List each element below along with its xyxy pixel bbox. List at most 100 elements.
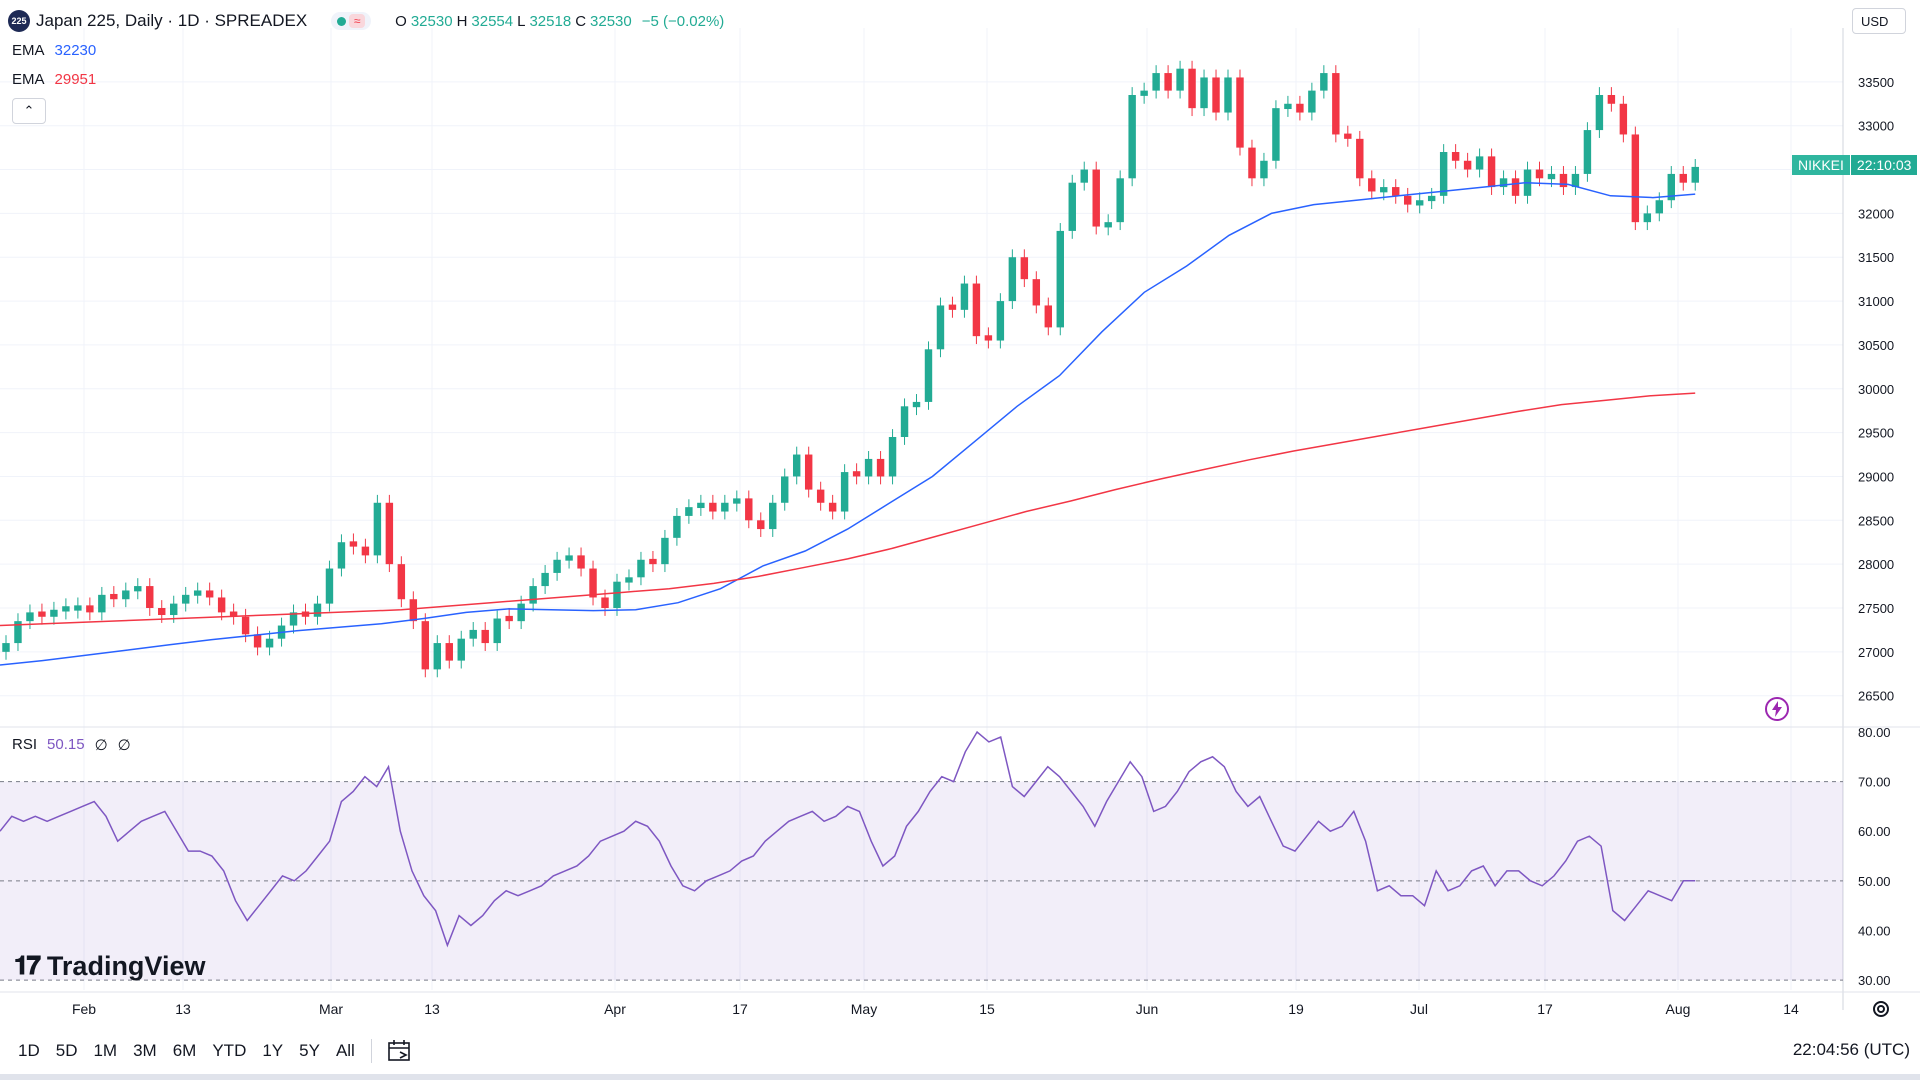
candle-body (1499, 178, 1508, 188)
candle-body (996, 301, 1005, 341)
candle-body (1475, 156, 1484, 170)
candle-body (493, 618, 501, 644)
candle-body (1248, 147, 1256, 179)
timeframe-buttons: 1D 5D 1M 3M 6M YTD 1Y 5Y All (10, 1041, 363, 1061)
price-tag-countdown: 22:10:03 (1856, 157, 1912, 173)
candle-body (1236, 77, 1244, 148)
candle-body (349, 541, 358, 547)
candle-body (577, 555, 585, 569)
candle-body (50, 609, 58, 617)
candle-body (1619, 103, 1628, 135)
candle-body (852, 471, 861, 477)
tradingview-logo[interactable]: 𝟏𝟕 TradingView (14, 950, 205, 982)
price-axis-label: 32000 (1858, 206, 1894, 221)
time-axis-label: 19 (1288, 1001, 1304, 1017)
candle-body (1427, 195, 1436, 202)
ema-fast-legend[interactable]: EMA 32230 (12, 42, 97, 59)
toolbar-divider (370, 1039, 372, 1063)
rsi-legend[interactable]: RSI 50.15 ∅ ∅ (12, 736, 131, 754)
candle-body (1535, 169, 1544, 179)
candle-body (158, 608, 166, 616)
currency-selector[interactable]: USD (1852, 8, 1906, 34)
tf-5y-button[interactable]: 5Y (299, 1041, 320, 1060)
candle-body (1631, 134, 1640, 223)
brand-name: TradingView (46, 950, 206, 981)
calendar-icon[interactable] (386, 1038, 412, 1064)
candle-body (385, 502, 394, 565)
candle-body (733, 498, 741, 504)
candle-body (26, 612, 34, 622)
tf-5d-button[interactable]: 5D (55, 1041, 78, 1060)
collapse-legend-button[interactable]: ⌃ (12, 98, 46, 124)
candle-body (86, 605, 94, 613)
bottom-toolbar: 1D 5D 1M 3M 6M YTD 1Y 5Y All (0, 1030, 1920, 1072)
candle-body (38, 611, 46, 617)
time-axis-label: Jul (1410, 1001, 1428, 1017)
time-axis-label: Aug (1666, 1001, 1691, 1017)
rsi-axis-label: 60.00 (1858, 824, 1891, 839)
candle-body (673, 515, 681, 538)
candle-body (1356, 138, 1364, 179)
candle-body (697, 502, 705, 509)
candle-body (1188, 68, 1196, 109)
candle-body (2, 643, 10, 652)
candle-body (1583, 130, 1592, 174)
settings-icon[interactable] (1870, 998, 1892, 1020)
symbol-badge[interactable]: 225 (8, 10, 30, 32)
candle-body (1691, 166, 1699, 183)
price-axis-label: 30500 (1858, 338, 1894, 353)
market-status-pill[interactable]: ≈ (331, 12, 372, 30)
lightning-icon[interactable] (1764, 696, 1790, 722)
candle-body (325, 568, 334, 604)
tf-1d-button[interactable]: 1D (18, 1041, 40, 1060)
tf-all-button[interactable]: All (335, 1041, 355, 1060)
price-axis-label: 28500 (1858, 513, 1894, 528)
candle-body (517, 603, 525, 622)
candle-body (14, 621, 22, 644)
tradingview-mark-icon: 𝟏𝟕 (14, 950, 41, 980)
candle-body (1080, 169, 1088, 183)
candle-body (589, 568, 597, 598)
tf-ytd-button[interactable]: YTD (212, 1041, 247, 1060)
tf-1m-button[interactable]: 1M (93, 1041, 118, 1060)
candle-body (205, 590, 214, 598)
candle-body (912, 401, 921, 408)
candle-body (888, 437, 897, 477)
tf-1y-button[interactable]: 1Y (262, 1041, 284, 1060)
candle-body (421, 621, 430, 670)
candle-body (1212, 77, 1220, 113)
candle-body (1607, 95, 1616, 104)
candle-body (241, 616, 250, 635)
candle-body (193, 590, 202, 596)
candle-body (924, 349, 933, 402)
utc-clock[interactable]: 22:04:56 (UTC) (1792, 1040, 1910, 1059)
low-value: 32518 (529, 12, 572, 30)
candle-body (1044, 305, 1053, 328)
candle-body (1164, 73, 1172, 91)
candle-body (769, 502, 777, 530)
candle-body (541, 572, 549, 587)
rsi-line (0, 730, 1696, 948)
candle-body (1487, 156, 1496, 188)
candle-body (876, 458, 885, 477)
tf-3m-button[interactable]: 3M (133, 1041, 157, 1060)
candle-body (62, 606, 70, 612)
candle-body (110, 593, 118, 600)
ema-slow-legend[interactable]: EMA 29951 (12, 71, 97, 88)
candle-body (601, 597, 609, 608)
candle-body (253, 634, 262, 648)
candle-body (1415, 200, 1424, 206)
candle-body (1643, 213, 1652, 223)
candle-body (146, 586, 154, 608)
price-axis-label: 28000 (1858, 557, 1894, 572)
candle-body (781, 476, 789, 503)
price-axis-label: 29500 (1858, 426, 1894, 441)
tf-6m-button[interactable]: 6M (172, 1041, 197, 1060)
candle-body (613, 581, 621, 608)
candle-body (984, 335, 993, 341)
close-value: 32530 (590, 12, 632, 30)
symbol-title[interactable]: Japan 225, Daily · 1D · SPREADEX (36, 11, 308, 30)
candle-body (1260, 160, 1268, 179)
candle-body (98, 594, 106, 613)
